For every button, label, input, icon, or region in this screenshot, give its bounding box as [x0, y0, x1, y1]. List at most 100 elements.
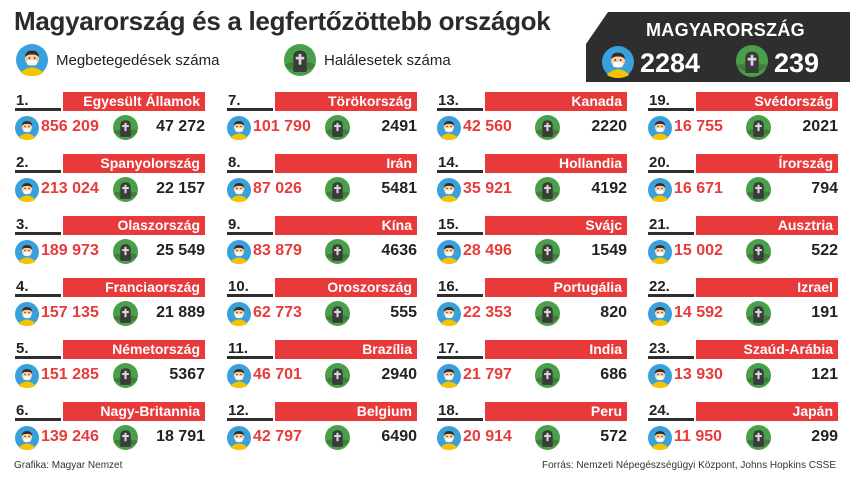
- grave-icon: [325, 115, 350, 140]
- country-cases: 14 592: [674, 304, 723, 321]
- country-rank: 4.: [15, 278, 61, 297]
- country-card: 14. Hollandia 35 921 4192: [437, 154, 627, 208]
- sick-person-icon: [227, 364, 251, 388]
- sick-person-icon: [15, 302, 39, 326]
- country-rank: 6.: [15, 402, 61, 421]
- country-rank: 13.: [437, 92, 483, 111]
- sick-person-icon: [437, 302, 461, 326]
- sick-person-icon: [227, 302, 251, 326]
- sick-person-icon: [648, 116, 672, 140]
- country-name: Írország: [696, 154, 838, 173]
- country-card: 20. Írország 16 671 794: [648, 154, 838, 208]
- country-rank: 7.: [227, 92, 273, 111]
- sick-person-icon: [15, 178, 39, 202]
- grave-icon: [325, 239, 350, 264]
- country-deaths: 21 889: [156, 304, 205, 321]
- country-name: Belgium: [275, 402, 417, 421]
- country-name: Szaúd-Arábia: [696, 340, 838, 359]
- country-deaths: 5367: [169, 366, 205, 383]
- country-name: Svédország: [696, 92, 838, 111]
- grave-icon: [746, 239, 771, 264]
- sick-person-icon: [16, 44, 48, 76]
- country-rank: 19.: [648, 92, 694, 111]
- sick-person-icon: [437, 178, 461, 202]
- country-rank: 14.: [437, 154, 483, 173]
- country-deaths: 18 791: [156, 428, 205, 445]
- country-deaths: 522: [811, 242, 838, 259]
- country-stats: 189 973 25 549: [15, 238, 205, 266]
- country-card: 3. Olaszország 189 973 25 549: [15, 216, 205, 270]
- country-cases: 189 973: [41, 242, 99, 259]
- country-card: 6. Nagy-Britannia 139 246 18 791: [15, 402, 205, 456]
- country-stats: 139 246 18 791: [15, 424, 205, 452]
- sick-person-icon: [648, 240, 672, 264]
- country-deaths: 6490: [381, 428, 417, 445]
- grave-icon: [325, 425, 350, 450]
- country-card: 18. Peru 20 914 572: [437, 402, 627, 456]
- country-deaths: 555: [390, 304, 417, 321]
- country-cases: 62 773: [253, 304, 302, 321]
- country-name: Portugália: [485, 278, 627, 297]
- country-cases: 87 026: [253, 180, 302, 197]
- country-name: Kína: [275, 216, 417, 235]
- sick-person-icon: [15, 364, 39, 388]
- country-stats: 16 671 794: [648, 176, 838, 204]
- grave-icon: [746, 363, 771, 388]
- country-deaths: 2220: [591, 118, 627, 135]
- country-stats: 22 353 820: [437, 300, 627, 328]
- country-deaths: 191: [811, 304, 838, 321]
- sick-person-icon: [15, 240, 39, 264]
- country-name: Japán: [696, 402, 838, 421]
- country-deaths: 2021: [802, 118, 838, 135]
- country-rank: 20.: [648, 154, 694, 173]
- sick-person-icon: [227, 116, 251, 140]
- legend-cases: Megbetegedések száma: [16, 44, 219, 76]
- country-cases: 15 002: [674, 242, 723, 259]
- country-cases: 21 797: [463, 366, 512, 383]
- country-deaths: 1549: [591, 242, 627, 259]
- country-name: Spanyolország: [63, 154, 205, 173]
- country-rank: 8.: [227, 154, 273, 173]
- hungary-label: MAGYARORSZÁG: [646, 20, 805, 40]
- country-cases: 16 755: [674, 118, 723, 135]
- country-cases: 213 024: [41, 180, 99, 197]
- sick-person-icon: [227, 178, 251, 202]
- sick-person-icon: [437, 240, 461, 264]
- country-card: 13. Kanada 42 560 2220: [437, 92, 627, 146]
- country-card: 17. India 21 797 686: [437, 340, 627, 394]
- country-deaths: 4636: [381, 242, 417, 259]
- country-rank: 11.: [227, 340, 273, 359]
- country-cases: 101 790: [253, 118, 311, 135]
- country-card: 7. Törökország 101 790 2491: [227, 92, 417, 146]
- country-card: 12. Belgium 42 797 6490: [227, 402, 417, 456]
- grave-icon: [746, 301, 771, 326]
- country-name: Hollandia: [485, 154, 627, 173]
- country-deaths: 22 157: [156, 180, 205, 197]
- country-rank: 5.: [15, 340, 61, 359]
- grave-icon: [113, 425, 138, 450]
- country-rank: 24.: [648, 402, 694, 421]
- grave-icon: [325, 363, 350, 388]
- country-stats: 157 135 21 889: [15, 300, 205, 328]
- country-rank: 21.: [648, 216, 694, 235]
- sick-person-icon: [15, 426, 39, 450]
- country-cases: 35 921: [463, 180, 512, 197]
- country-cases: 11 950: [674, 428, 723, 445]
- legend-deaths-label: Halálesetek száma: [324, 51, 451, 69]
- country-rank: 15.: [437, 216, 483, 235]
- country-name: Izrael: [696, 278, 838, 297]
- country-stats: 151 285 5367: [15, 362, 205, 390]
- sick-person-icon: [648, 364, 672, 388]
- country-cases: 22 353: [463, 304, 512, 321]
- country-stats: 62 773 555: [227, 300, 417, 328]
- country-deaths: 25 549: [156, 242, 205, 259]
- country-stats: 11 950 299: [648, 424, 838, 452]
- legend-cases-label: Megbetegedések száma: [56, 51, 220, 69]
- grave-icon: [113, 301, 138, 326]
- country-stats: 16 755 2021: [648, 114, 838, 142]
- country-name: Franciaország: [63, 278, 205, 297]
- country-card: 15. Svájc 28 496 1549: [437, 216, 627, 270]
- country-stats: 213 024 22 157: [15, 176, 205, 204]
- country-stats: 15 002 522: [648, 238, 838, 266]
- country-stats: 42 560 2220: [437, 114, 627, 142]
